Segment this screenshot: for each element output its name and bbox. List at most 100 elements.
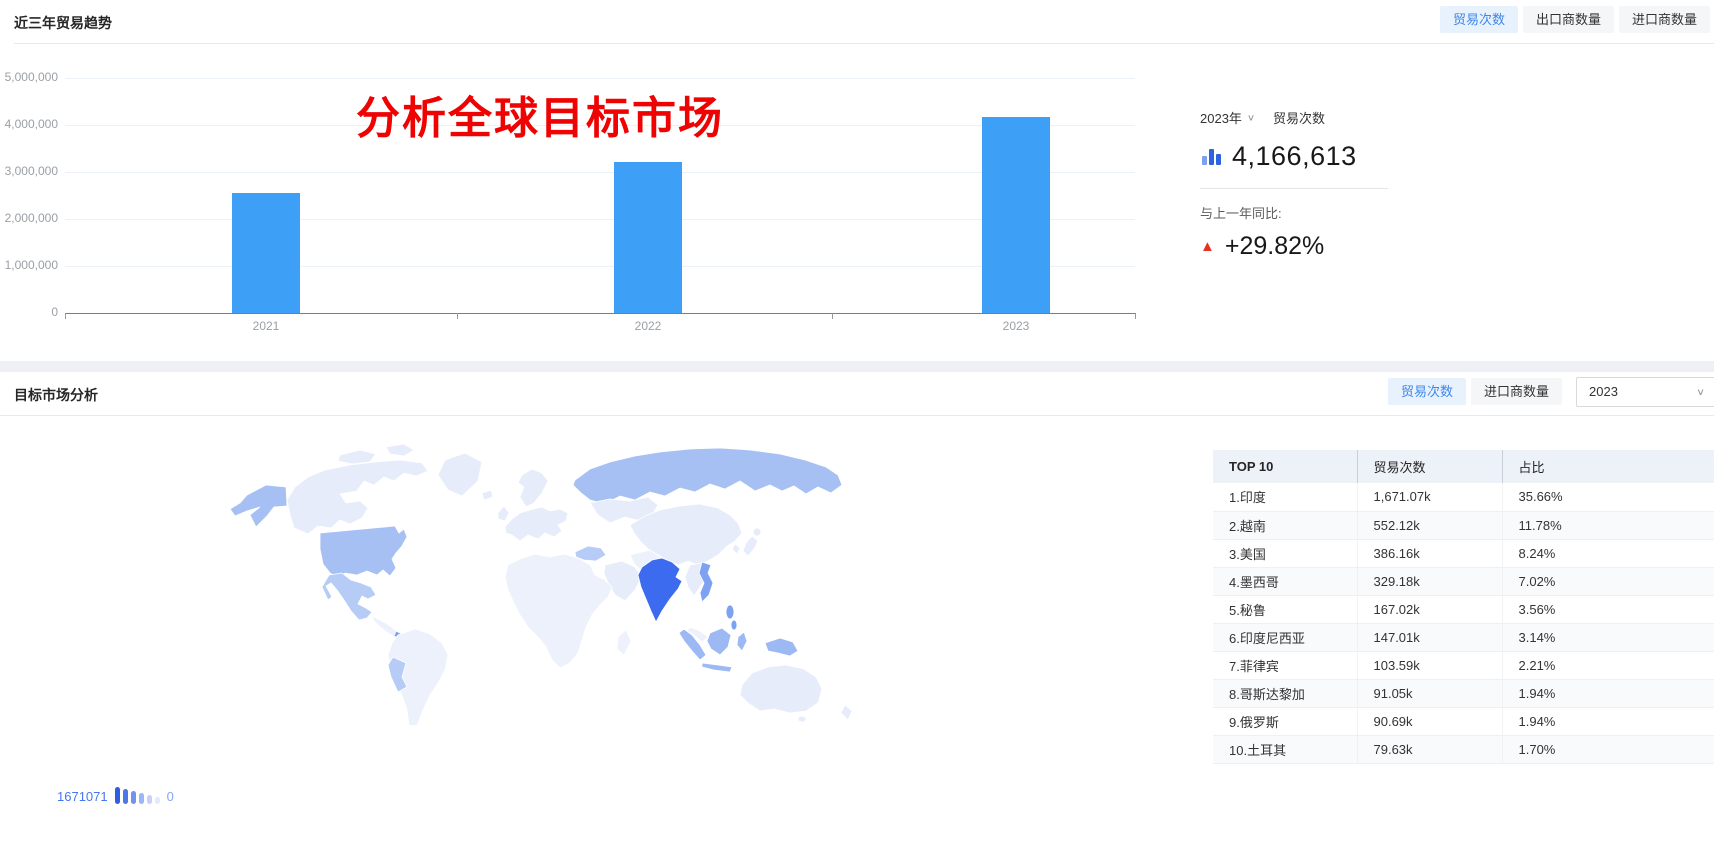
country-scandinavia [517,468,549,508]
x-axis-label: 2022 [634,319,662,333]
axis-tick [1135,313,1136,319]
axis-tick [457,313,458,319]
y-axis-tick-label: 4,000,000 [4,117,58,131]
country-japan [742,535,759,557]
section1-title: 近三年贸易趋势 [14,15,112,31]
bar-2021[interactable] [232,193,300,313]
target-market-section: 目标市场分析 贸易次数 进口商数量 2023 ∨ [0,372,1714,841]
legend-bar [138,793,144,804]
legend-bar [114,787,120,804]
tab-exporter-count[interactable]: 出口商数量 [1522,6,1614,33]
table-row: 5.秘鲁 167.02k 3.56% [1213,595,1714,624]
country-canada [286,459,429,535]
table-cell: 386.16k [1357,539,1503,568]
y-axis-tick-label: 0 [51,305,58,319]
tab2-importer-count[interactable]: 进口商数量 [1470,378,1562,405]
y-axis-tick-label: 3,000,000 [4,164,58,178]
overlay-annotation: 分析全球目标市场 [356,93,724,144]
country-philippines[interactable] [725,604,735,620]
chevron-down-icon[interactable]: ∨ [1246,113,1255,123]
trade-trend-tabs: 贸易次数 出口商数量 进口商数量 [1439,6,1710,33]
table-cell: 3.56% [1502,595,1714,624]
tab2-trade-count[interactable]: 贸易次数 [1387,378,1466,405]
bar-2023[interactable] [982,117,1050,313]
table-row: 3.美国 386.16k 8.24% [1213,539,1714,568]
table-cell: 3.14% [1502,623,1714,652]
table-cell: 2.21% [1502,651,1714,680]
table-cell: 8.24% [1502,539,1714,568]
x-axis-label: 2021 [252,319,280,333]
trade-trend-header: 近三年贸易趋势 贸易次数 出口商数量 进口商数量 [0,0,1714,44]
table-header-trade-count: 贸易次数 [1357,450,1503,483]
chevron-down-icon: ∨ [1696,386,1705,398]
country-turkey[interactable] [574,545,607,562]
country-usa[interactable] [319,525,408,579]
table-cell: 4.墨西哥 [1213,567,1358,596]
country-indonesia[interactable] [736,631,748,652]
table-cell: 1.94% [1502,679,1714,708]
region-middle-east [603,560,643,602]
bar-2022[interactable] [614,162,682,313]
year-dropdown[interactable]: 2023年 [1200,111,1242,126]
gridline [65,78,1135,79]
kpi-value: 4,166,613 [1232,141,1357,171]
country-canada [385,443,415,457]
target-market-tabs: 贸易次数 进口商数量 [1387,378,1562,405]
y-axis-tick-label: 1,000,000 [4,258,58,272]
section2-title: 目标市场分析 [14,387,98,403]
table-cell: 5.秘鲁 [1213,595,1358,624]
country-peru[interactable] [387,656,408,693]
table-row: 10.土耳其 79.63k 1.70% [1213,735,1714,764]
table-cell: 552.12k [1357,511,1503,540]
year-select[interactable]: 2023 ∨ [1576,377,1714,407]
table-cell: 1.70% [1502,735,1714,764]
legend-max: 1671071 [57,789,108,804]
country-russia[interactable] [572,447,843,505]
country-greenland [437,452,483,497]
tab-trade-count[interactable]: 贸易次数 [1439,6,1518,33]
gridline [65,125,1135,126]
table-row: 4.墨西哥 329.18k 7.02% [1213,567,1714,596]
country-new-guinea [764,637,799,657]
region-africa [504,553,613,669]
country-korea [731,543,741,555]
table-cell: 3.美国 [1213,539,1358,568]
country-australia [739,664,823,714]
world-map[interactable] [190,415,910,734]
table-cell: 79.63k [1357,735,1503,764]
table-row: 2.越南 552.12k 11.78% [1213,511,1714,540]
table-cell: 147.01k [1357,623,1503,652]
axis-tick [65,313,66,319]
y-axis-tick-label: 2,000,000 [4,211,58,225]
table-row: 8.哥斯达黎加 91.05k 1.94% [1213,679,1714,708]
tab-importer-count[interactable]: 进口商数量 [1618,6,1710,33]
y-axis-tick-label: 5,000,000 [4,70,58,84]
map-legend: 1671071 0 [57,786,174,804]
country-alaska[interactable] [229,484,288,528]
yoy-value: +29.82% [1224,232,1325,260]
region-europe [504,506,569,542]
x-axis-line [65,313,1135,314]
country-indonesia[interactable] [706,627,732,656]
table-row: 6.印度尼西亚 147.01k 3.14% [1213,623,1714,652]
table-cell: 329.18k [1357,567,1503,596]
country-tasmania [797,715,807,723]
table-cell: 2.越南 [1213,511,1358,540]
gridline [65,172,1135,173]
table-cell: 103.59k [1357,651,1503,680]
table-header-rank: TOP 10 [1213,450,1358,483]
table-cell: 11.78% [1502,511,1714,540]
country-mexico[interactable] [321,572,377,621]
country-uk [497,505,510,522]
country-indonesia[interactable] [701,662,733,673]
table-cell: 1,671.07k [1357,483,1503,512]
country-india[interactable] [637,557,683,623]
country-vietnam[interactable] [698,561,714,603]
table-cell: 7.02% [1502,567,1714,596]
header-divider [0,415,1714,416]
country-japan [752,527,762,537]
x-axis-label: 2023 [1002,319,1030,333]
yoy-label: 与上一年同比: [1200,206,1282,221]
country-philippines[interactable] [730,619,738,631]
country-indonesia[interactable] [678,628,707,661]
